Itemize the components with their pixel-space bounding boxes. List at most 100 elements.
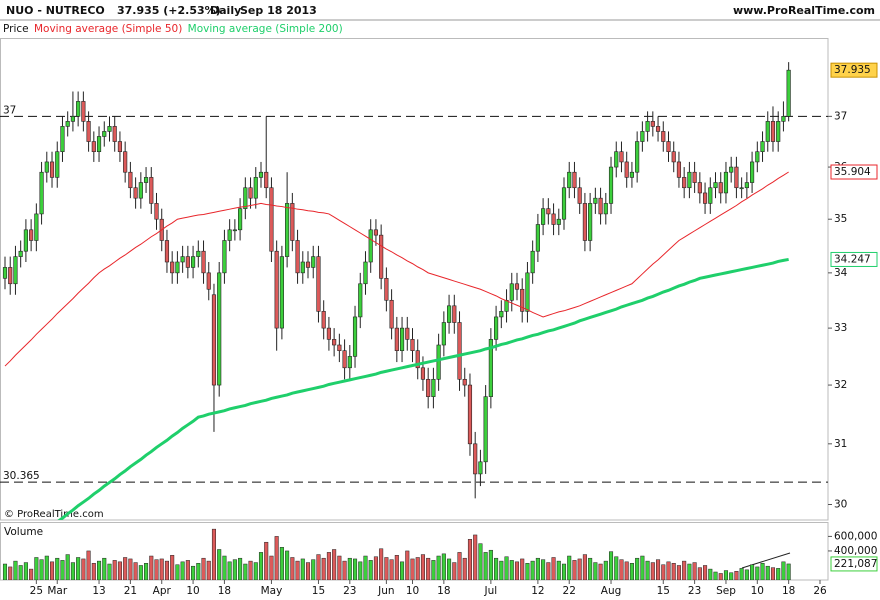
x-tick-label: May [261, 585, 283, 597]
watermark: © ProRealTime.com [4, 509, 104, 520]
candle-body [154, 203, 159, 220]
price-panel-frame [0, 38, 829, 521]
volume-bar [107, 563, 112, 580]
volume-bar [248, 560, 253, 580]
candle-body [206, 272, 211, 290]
volume-tick-label: 400,000 [834, 545, 877, 557]
candle-body [723, 171, 729, 194]
x-tick-label: Jun [377, 585, 394, 597]
volume-bar [264, 541, 269, 580]
level-label: 30.365 [3, 470, 40, 482]
candle-body [81, 101, 86, 122]
volume-bar [608, 551, 614, 580]
volume-bar [368, 560, 373, 580]
candle-body [185, 256, 190, 268]
x-tick-label: Aug [601, 585, 622, 597]
volume-bar [138, 565, 143, 580]
candle-body [211, 294, 217, 386]
volume-bar [60, 560, 65, 580]
volume-bar [91, 563, 96, 580]
candle-body [123, 151, 128, 173]
candle-body [164, 240, 170, 263]
candle-body [133, 187, 138, 199]
candle-body [734, 166, 739, 189]
candle-body [8, 267, 13, 285]
candle-body [347, 356, 352, 369]
volume-bar [337, 555, 342, 580]
volume-bar [708, 568, 713, 580]
candle-body [399, 327, 405, 351]
candle-body [253, 177, 258, 199]
candle-body [588, 203, 593, 241]
candle-body [635, 141, 640, 173]
candle-body [525, 272, 530, 312]
candle-body [29, 229, 34, 241]
candle-body [509, 283, 514, 301]
candle-body [149, 177, 154, 204]
volume-bar [786, 563, 791, 580]
volume-bar [697, 567, 702, 580]
candle-body [713, 182, 718, 189]
candle-body [697, 182, 702, 194]
candle-body [692, 171, 697, 183]
candle-body [91, 141, 96, 153]
volume-bar [358, 561, 363, 580]
volume-bar [441, 553, 446, 580]
volume-bar [211, 528, 217, 580]
y-tick-label: 34 [834, 267, 848, 279]
x-tick-label: 26 [813, 585, 827, 597]
volume-bar [144, 563, 149, 580]
volume-bar [499, 560, 504, 580]
candle-body [567, 171, 572, 189]
period: Daily [210, 4, 241, 17]
volume-bar [191, 565, 196, 580]
volume-bar [49, 561, 55, 580]
volume-bar [734, 571, 739, 580]
candle-body [431, 378, 436, 397]
volume-bar [541, 559, 546, 580]
volume-bar [420, 554, 425, 580]
volume-bar [170, 555, 175, 580]
volume-bar [154, 559, 159, 580]
candle-body [671, 151, 676, 163]
candle-body [436, 344, 441, 380]
volume-bar [656, 559, 661, 580]
candle-body [666, 141, 671, 153]
volume-bar [457, 552, 462, 580]
volume-bar [770, 567, 776, 580]
volume-bar [483, 552, 488, 580]
candle-body [478, 461, 483, 475]
candle-body [117, 141, 123, 153]
volume-bar [232, 559, 237, 580]
candle-body [608, 166, 614, 204]
volume-bar [692, 562, 697, 580]
volume-bar [447, 558, 452, 580]
volume-bar [676, 565, 681, 580]
volume-bar [316, 554, 321, 580]
volume-bar [217, 549, 222, 580]
axes: 30313233343536373730.36525Mar1321Apr1018… [3, 62, 878, 597]
candle-body [755, 151, 760, 163]
candle-body [744, 182, 749, 189]
candle-body [708, 187, 713, 204]
y-tick-label: 32 [834, 379, 847, 391]
volume-bar [776, 568, 781, 580]
candle-body [676, 161, 682, 178]
candle-body [321, 311, 326, 329]
candle-body [49, 161, 55, 178]
candle-body [765, 121, 770, 142]
y-tick-label: 37 [834, 110, 847, 122]
x-tick-label: 23 [343, 585, 356, 597]
volume-bar [269, 555, 274, 580]
legend-ma200: Moving average (Simple 200) [188, 23, 343, 35]
candle-body [483, 396, 488, 463]
candle-body [326, 327, 331, 340]
volume-bar [723, 570, 728, 580]
candle-body [426, 378, 431, 397]
candle-body [640, 131, 645, 142]
volume-title: Volume [4, 526, 43, 538]
candle-body [645, 121, 650, 132]
volume-bar [509, 560, 514, 580]
volume-bar [86, 550, 91, 580]
candle-body [180, 256, 185, 263]
